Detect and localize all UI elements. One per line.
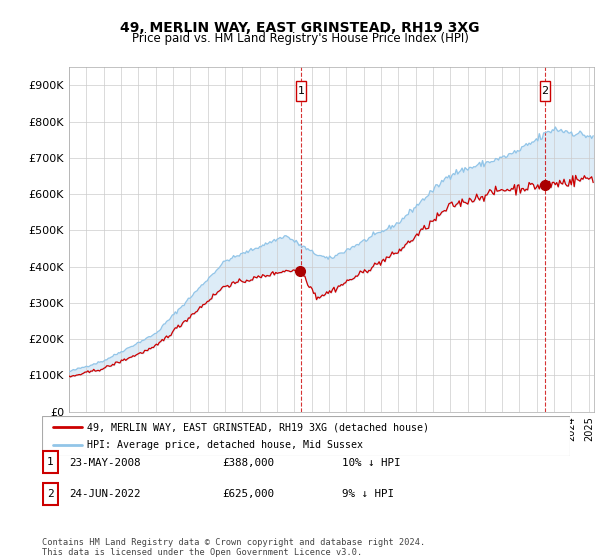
Text: 49, MERLIN WAY, EAST GRINSTEAD, RH19 3XG (detached house): 49, MERLIN WAY, EAST GRINSTEAD, RH19 3XG… bbox=[87, 422, 429, 432]
Text: 10% ↓ HPI: 10% ↓ HPI bbox=[342, 458, 401, 468]
Text: 49, MERLIN WAY, EAST GRINSTEAD, RH19 3XG: 49, MERLIN WAY, EAST GRINSTEAD, RH19 3XG bbox=[120, 21, 480, 35]
Text: 2: 2 bbox=[47, 489, 54, 499]
Text: 1: 1 bbox=[47, 457, 54, 467]
FancyBboxPatch shape bbox=[540, 81, 550, 101]
Text: 23-MAY-2008: 23-MAY-2008 bbox=[69, 458, 140, 468]
Text: £388,000: £388,000 bbox=[222, 458, 274, 468]
Text: £625,000: £625,000 bbox=[222, 489, 274, 500]
Text: 9% ↓ HPI: 9% ↓ HPI bbox=[342, 489, 394, 500]
Text: Price paid vs. HM Land Registry's House Price Index (HPI): Price paid vs. HM Land Registry's House … bbox=[131, 32, 469, 45]
FancyBboxPatch shape bbox=[42, 416, 570, 456]
Text: 2: 2 bbox=[542, 86, 549, 96]
Text: 1: 1 bbox=[298, 86, 305, 96]
FancyBboxPatch shape bbox=[43, 483, 58, 505]
Text: Contains HM Land Registry data © Crown copyright and database right 2024.
This d: Contains HM Land Registry data © Crown c… bbox=[42, 538, 425, 557]
Text: HPI: Average price, detached house, Mid Sussex: HPI: Average price, detached house, Mid … bbox=[87, 440, 363, 450]
FancyBboxPatch shape bbox=[43, 451, 58, 473]
Text: 24-JUN-2022: 24-JUN-2022 bbox=[69, 489, 140, 500]
FancyBboxPatch shape bbox=[296, 81, 306, 101]
